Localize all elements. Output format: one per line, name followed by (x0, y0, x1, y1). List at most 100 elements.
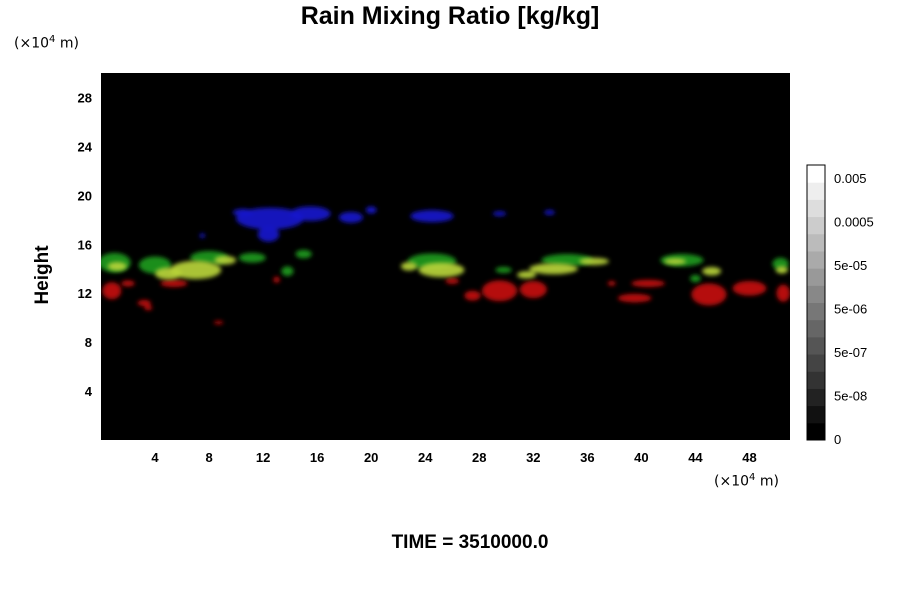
rain-cell-0-7 (410, 210, 454, 223)
rain-cell-1-1 (121, 280, 135, 287)
rain-cell-2-7 (495, 266, 512, 274)
rain-cell-1-2 (137, 299, 151, 307)
y-unit-suffix: m) (55, 35, 79, 52)
rain-cell-1-4 (160, 279, 188, 288)
x-tick-label: 32 (526, 450, 540, 465)
rain-cell-2-3 (238, 252, 266, 263)
colorbar-tick-label: 0.005 (834, 171, 867, 186)
colorbar-tick-label: 5e-08 (834, 389, 867, 404)
y-tick-label: 28 (78, 90, 92, 105)
colorbar-tick-label: 0.0005 (834, 215, 874, 230)
colorbar-tick-label: 0 (834, 432, 841, 447)
rain-cell-3-7 (517, 271, 537, 279)
x-unit-suffix: m) (755, 473, 779, 490)
x-axis-unit: (×104 m) (714, 472, 779, 490)
rain-cell-0-0 (236, 207, 304, 230)
rain-cell-1-14 (732, 280, 767, 296)
colorbar-segment (807, 216, 825, 235)
colorbar-tick-label: 5e-06 (834, 302, 867, 317)
x-tick-label: 16 (310, 450, 324, 465)
rain-cell-3-1 (155, 267, 183, 280)
rain-cell-0-2 (257, 227, 280, 242)
colorbar-segment (807, 285, 825, 303)
y-tick-label: 8 (85, 335, 92, 350)
y-tick-label: 24 (78, 139, 93, 154)
rain-cell-0-6 (199, 233, 206, 239)
rain-cell-2-8 (541, 254, 593, 267)
colorbar-segment (807, 354, 825, 372)
rain-cell-1-0 (102, 282, 122, 300)
y-tick-label: 4 (85, 384, 93, 399)
x-tick-label: 24 (418, 450, 433, 465)
y-tick-label: 12 (78, 286, 92, 301)
colorbar-segment (807, 371, 825, 389)
y-axis-ticks: 4 8 12 16 20 24 28 (78, 90, 93, 399)
x-tick-label: 12 (256, 450, 270, 465)
y-tick-label: 16 (78, 237, 92, 252)
colorbar-segment (807, 182, 825, 200)
colorbar-segment (807, 250, 825, 269)
y-tick-label: 20 (78, 188, 92, 203)
y-unit-exp: 4 (49, 34, 56, 45)
rain-cell-0-5 (365, 206, 377, 214)
colorbar-segment (807, 199, 825, 218)
time-label: TIME = 3510000.0 (391, 532, 549, 553)
rain-cell-3-4 (418, 262, 465, 278)
colorbar-segment (807, 388, 825, 407)
rain-cell-3-9 (702, 266, 722, 276)
colorbar-segment (807, 268, 825, 286)
rain-cell-2-4 (295, 249, 312, 259)
y-axis-unit: (×104 m) (14, 34, 79, 52)
rain-cell-3-10 (664, 258, 686, 265)
rain-cell-0-3 (232, 208, 253, 217)
colorbar-segment (807, 302, 825, 321)
colorbar-tick-label: 5e-07 (834, 345, 867, 360)
rain-cell-1-11 (617, 293, 652, 303)
rain-cell-1-9 (464, 290, 481, 301)
x-tick-label: 44 (688, 450, 703, 465)
rain-cell-2-5 (281, 266, 294, 277)
colorbar-segment (807, 319, 825, 338)
rain-cell-1-15 (776, 284, 790, 302)
rain-cell-0-1 (290, 206, 331, 222)
x-tick-label: 8 (205, 450, 212, 465)
rain-cell-1-13 (691, 283, 727, 306)
x-tick-label: 48 (742, 450, 756, 465)
rain-cell-0-4 (338, 211, 364, 223)
colorbar-segment (807, 422, 825, 441)
rain-cell-1-5 (213, 320, 224, 325)
x-tick-label: 40 (634, 450, 648, 465)
rain-cell-2-11 (690, 274, 701, 283)
rain-cell-1-12 (631, 279, 666, 288)
x-unit-exp: 4 (749, 472, 756, 483)
colorbar-ticks: 0.005 0.0005 5e-05 5e-06 5e-07 5e-08 0 (834, 171, 874, 447)
colorbar (806, 164, 826, 441)
chart-title: Rain Mixing Ratio [kg/kg] (300, 2, 600, 30)
rain-cell-3-5 (400, 262, 418, 271)
x-tick-label: 28 (472, 450, 486, 465)
y-unit-prefix: (×10 (14, 35, 50, 52)
x-unit-prefix: (×10 (714, 473, 750, 490)
colorbar-frame (806, 164, 826, 441)
rain-cell-3-2 (107, 262, 127, 271)
x-tick-label: 36 (580, 450, 594, 465)
rain-cell-3-8 (579, 257, 609, 266)
rain-cell-3-3 (214, 255, 237, 265)
rain-cell-1-8 (519, 280, 547, 299)
colorbar-tick-label: 5e-05 (834, 258, 867, 273)
rain-layer-3 (107, 255, 788, 280)
x-tick-label: 4 (151, 450, 159, 465)
colorbar-segment (807, 233, 825, 252)
rain-cell-1-16 (607, 280, 616, 286)
rain-layer-0 (199, 206, 555, 242)
rain-cell-1-3 (144, 305, 153, 311)
data-layers (101, 206, 790, 325)
rain-cell-1-10 (445, 277, 460, 285)
x-tick-label: 20 (364, 450, 378, 465)
rain-cell-3-11 (775, 266, 788, 274)
colorbar-segment (807, 336, 825, 355)
rain-cell-0-9 (544, 210, 555, 215)
colorbar-segment (807, 165, 825, 183)
rain-cell-1-6 (273, 276, 281, 283)
